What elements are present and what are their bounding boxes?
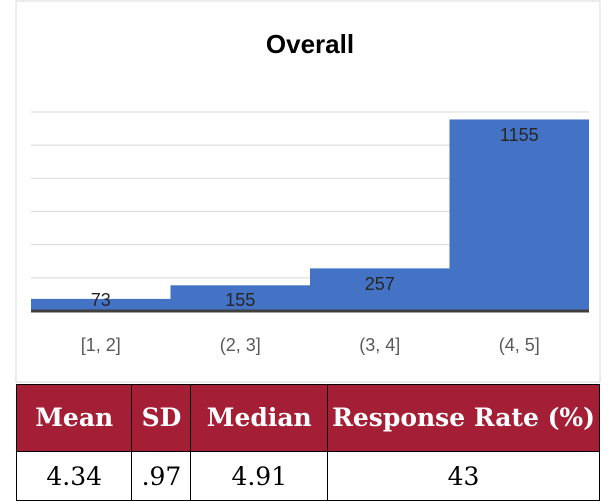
header-cell: SD <box>131 384 192 452</box>
table-row: 4.34.97 4.91 43 <box>15 451 600 501</box>
bar <box>310 268 450 311</box>
bar <box>170 285 310 311</box>
x-tick-label: (4, 5] <box>499 335 540 355</box>
data-label: 257 <box>365 274 395 294</box>
x-tick-label: (2, 3] <box>220 335 261 355</box>
x-tick-label: [1, 2] <box>81 335 121 355</box>
stats-table: Mean SD Median Response Rate (%) 4.34.97 4.9… <box>15 384 600 501</box>
data-label: 1155 <box>500 125 539 145</box>
table-cell: 4.34 <box>15 451 133 501</box>
header-cell: Median <box>190 384 329 452</box>
bar <box>449 119 589 312</box>
table-cell: 43 <box>327 451 600 501</box>
data-label: 155 <box>225 290 255 310</box>
bar <box>31 298 171 311</box>
table-cell: 4.91 <box>190 451 329 501</box>
data-label: 73 <box>91 290 111 310</box>
table-body: 4.34.97 4.91 43 <box>15 451 600 501</box>
chart: Overall [1, 2] 73 (2, 3] 155 (3, 4] 257 (4, 5]… <box>15 0 601 383</box>
x-tick-label: (3, 4] <box>359 335 400 355</box>
table-cell: .97 <box>131 451 192 501</box>
header-row: Mean SD Median Response Rate (%) <box>15 384 600 452</box>
header-cell: Response Rate (%) <box>327 384 600 452</box>
chart-title: Overall <box>266 29 354 59</box>
header-cell: Mean <box>15 384 133 452</box>
